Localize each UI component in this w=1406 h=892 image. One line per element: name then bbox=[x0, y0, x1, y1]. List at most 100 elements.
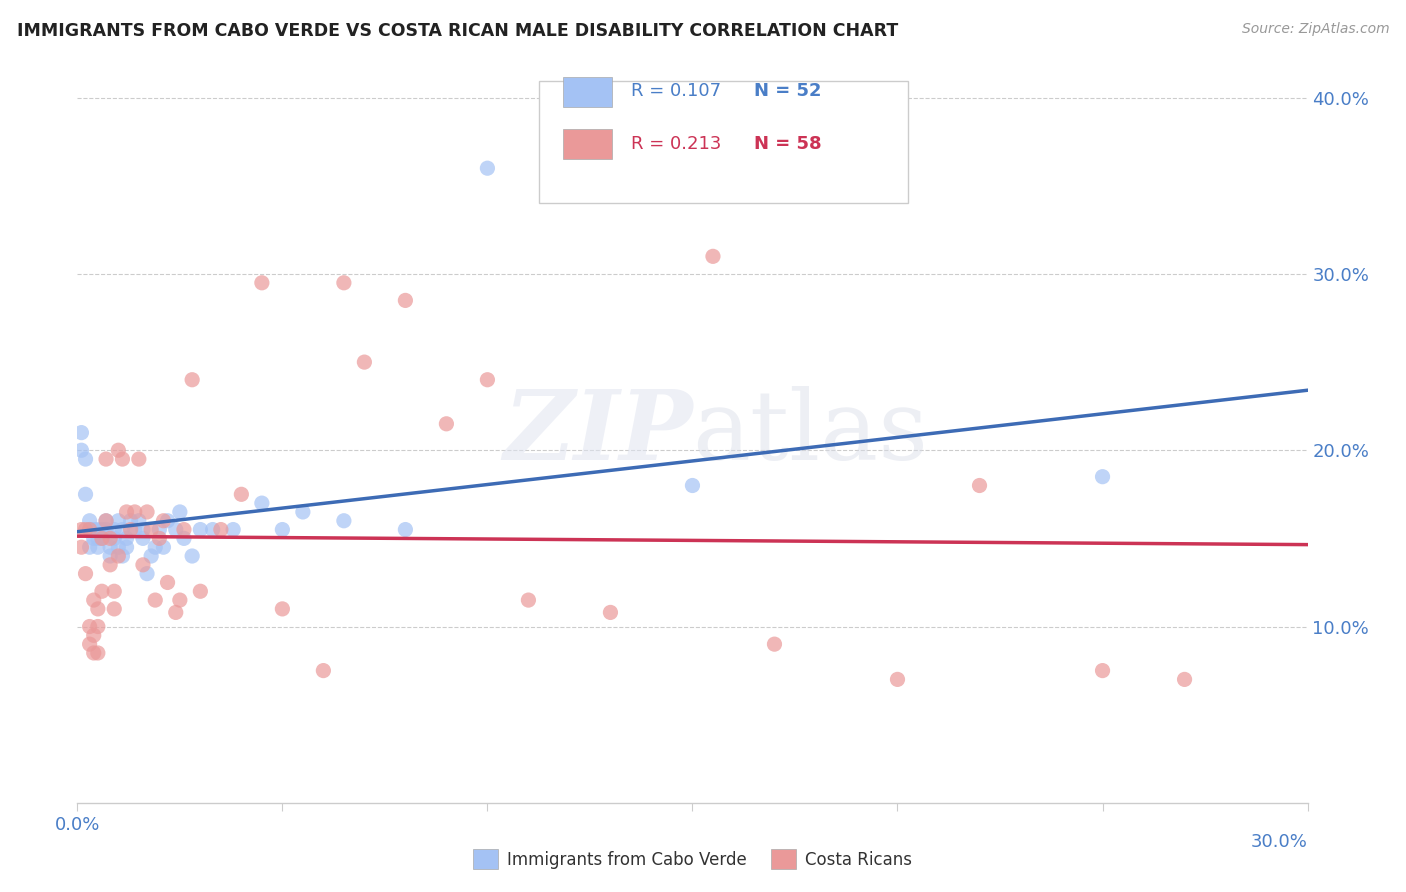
Point bbox=[107, 443, 129, 458]
Text: atlas: atlas bbox=[693, 385, 928, 480]
Point bbox=[90, 532, 114, 546]
Point bbox=[70, 443, 93, 458]
Point bbox=[83, 646, 105, 660]
Point bbox=[143, 593, 166, 607]
Point bbox=[87, 532, 110, 546]
Point bbox=[141, 523, 163, 537]
Point bbox=[94, 514, 117, 528]
Point bbox=[477, 373, 499, 387]
Point bbox=[98, 558, 121, 572]
Point bbox=[128, 452, 150, 467]
Text: N = 52: N = 52 bbox=[754, 82, 821, 100]
Text: Source: ZipAtlas.com: Source: ZipAtlas.com bbox=[1241, 22, 1389, 37]
Point bbox=[98, 540, 121, 554]
Point bbox=[90, 532, 114, 546]
Point bbox=[83, 523, 105, 537]
FancyBboxPatch shape bbox=[564, 129, 613, 159]
Point bbox=[188, 584, 212, 599]
Point bbox=[103, 602, 125, 616]
Point bbox=[75, 487, 97, 501]
Point bbox=[115, 505, 138, 519]
Point bbox=[156, 575, 179, 590]
Point bbox=[333, 514, 356, 528]
Point bbox=[136, 566, 159, 581]
Point bbox=[75, 523, 97, 537]
Point bbox=[291, 505, 314, 519]
Point bbox=[70, 523, 93, 537]
Point bbox=[83, 532, 105, 546]
Point bbox=[156, 514, 179, 528]
Point bbox=[79, 523, 101, 537]
Point bbox=[98, 549, 121, 563]
Point bbox=[107, 514, 129, 528]
Point bbox=[394, 293, 416, 308]
Point bbox=[70, 425, 93, 440]
Point bbox=[75, 452, 97, 467]
FancyBboxPatch shape bbox=[538, 81, 908, 203]
Point bbox=[75, 566, 97, 581]
Point bbox=[83, 593, 105, 607]
Point bbox=[94, 514, 117, 528]
Point bbox=[87, 602, 110, 616]
Point bbox=[312, 664, 335, 678]
Point bbox=[87, 619, 110, 633]
Point bbox=[94, 452, 117, 467]
Point bbox=[181, 373, 204, 387]
Point bbox=[165, 523, 187, 537]
Point bbox=[103, 532, 125, 546]
Point bbox=[222, 523, 245, 537]
Point bbox=[763, 637, 786, 651]
Point bbox=[124, 523, 146, 537]
Point bbox=[136, 505, 159, 519]
Point bbox=[599, 606, 621, 620]
Text: R = 0.107: R = 0.107 bbox=[631, 82, 721, 100]
Point bbox=[148, 523, 170, 537]
Point bbox=[152, 514, 174, 528]
Text: N = 58: N = 58 bbox=[754, 135, 821, 153]
Point bbox=[111, 549, 134, 563]
Point bbox=[165, 606, 187, 620]
Point bbox=[1174, 673, 1197, 687]
Point bbox=[181, 549, 204, 563]
Point bbox=[517, 593, 540, 607]
Point bbox=[132, 523, 155, 537]
Point bbox=[353, 355, 375, 369]
Point bbox=[94, 523, 117, 537]
Point bbox=[141, 549, 163, 563]
Point bbox=[886, 673, 908, 687]
Point bbox=[111, 523, 134, 537]
Point bbox=[436, 417, 458, 431]
Point bbox=[969, 478, 991, 492]
Point bbox=[231, 487, 253, 501]
Point bbox=[271, 602, 294, 616]
Point bbox=[90, 584, 114, 599]
Point bbox=[120, 514, 142, 528]
Point bbox=[83, 628, 105, 642]
Point bbox=[115, 532, 138, 546]
Point bbox=[79, 637, 101, 651]
Point bbox=[173, 532, 195, 546]
Point bbox=[103, 523, 125, 537]
Point bbox=[143, 540, 166, 554]
Text: 30.0%: 30.0% bbox=[1251, 833, 1308, 851]
Point bbox=[98, 532, 121, 546]
Point bbox=[132, 532, 155, 546]
Point bbox=[115, 540, 138, 554]
Point bbox=[70, 540, 93, 554]
Point bbox=[169, 593, 191, 607]
Point bbox=[90, 523, 114, 537]
Point bbox=[79, 514, 101, 528]
Point bbox=[152, 540, 174, 554]
Text: R = 0.213: R = 0.213 bbox=[631, 135, 721, 153]
Point bbox=[333, 276, 356, 290]
Y-axis label: Male Disability: Male Disability bbox=[0, 372, 8, 493]
Point bbox=[682, 478, 704, 492]
Point bbox=[132, 558, 155, 572]
Point bbox=[169, 505, 191, 519]
Point bbox=[271, 523, 294, 537]
Point bbox=[250, 496, 273, 510]
Point bbox=[87, 523, 110, 537]
Text: IMMIGRANTS FROM CABO VERDE VS COSTA RICAN MALE DISABILITY CORRELATION CHART: IMMIGRANTS FROM CABO VERDE VS COSTA RICA… bbox=[17, 22, 898, 40]
Point bbox=[79, 540, 101, 554]
Point bbox=[128, 514, 150, 528]
